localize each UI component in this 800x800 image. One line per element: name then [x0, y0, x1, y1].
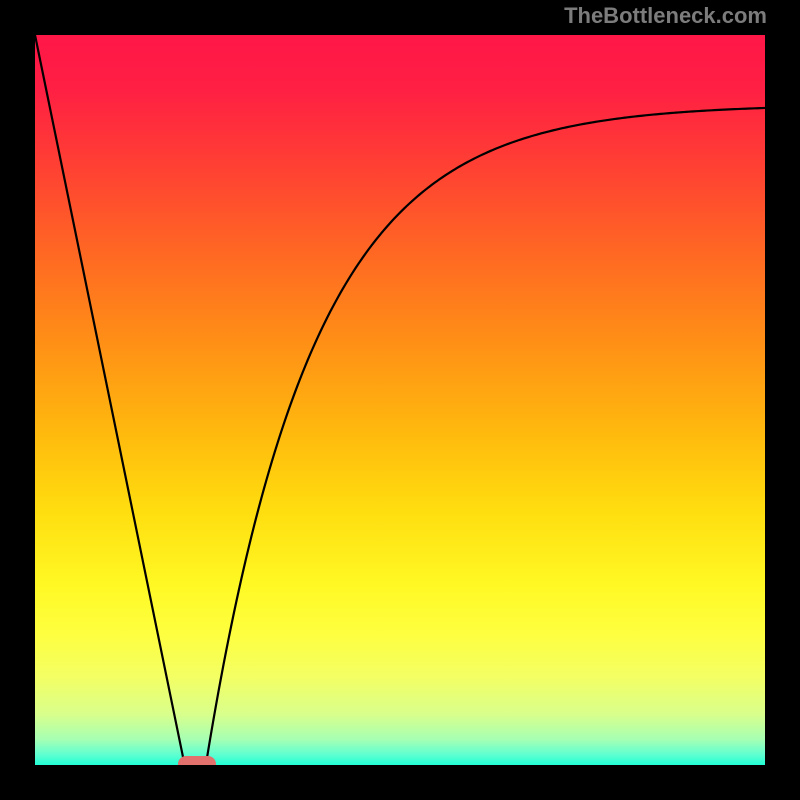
chart-container: TheBottleneck.com: [0, 0, 800, 800]
watermark-text: TheBottleneck.com: [564, 3, 767, 29]
bottleneck-curve: [35, 35, 765, 765]
bottleneck-curve-path: [35, 35, 765, 765]
plot-area: [35, 35, 765, 765]
optimal-point-marker: [178, 756, 216, 765]
